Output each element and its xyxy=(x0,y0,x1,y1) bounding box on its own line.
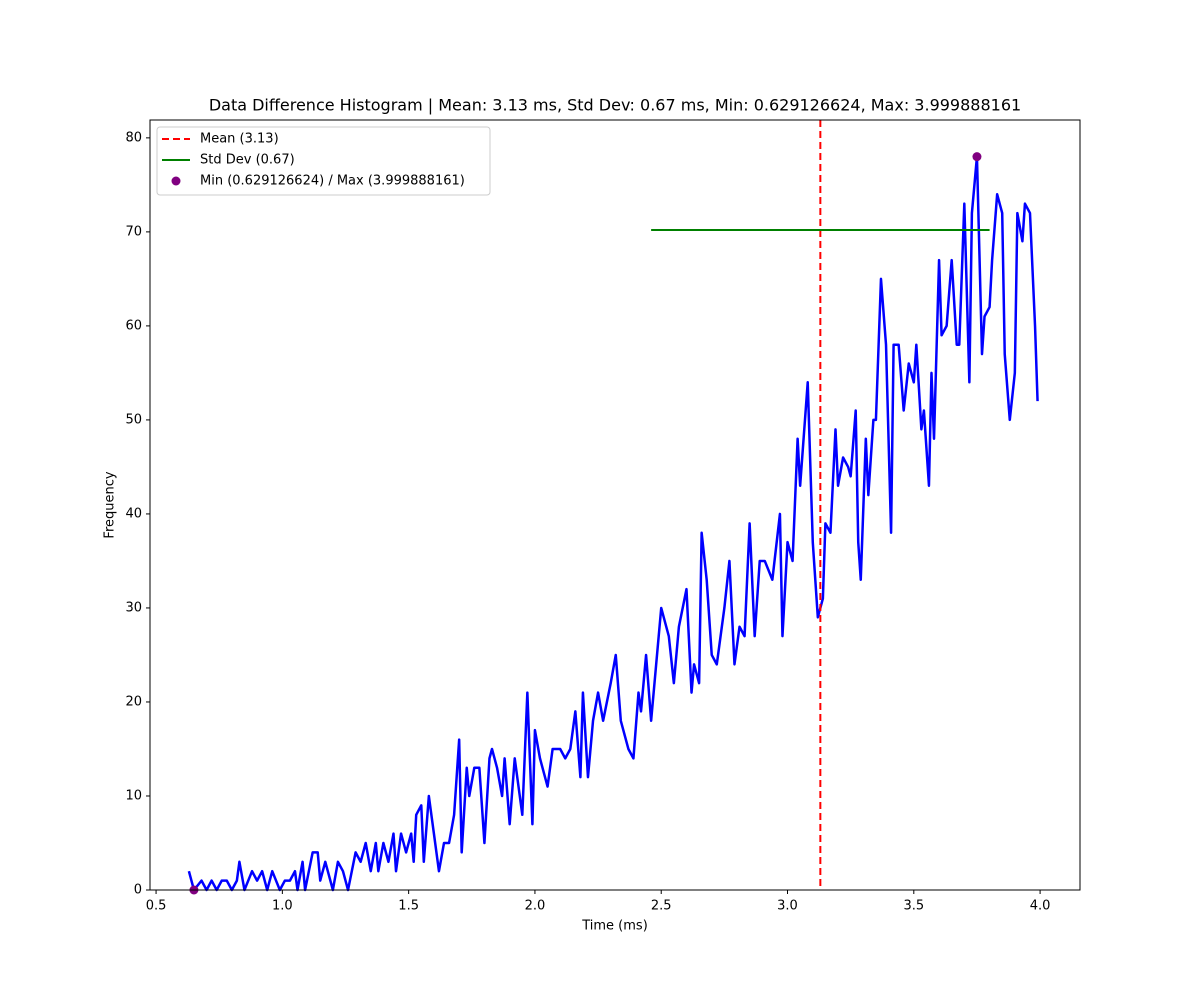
y-tick-label: 20 xyxy=(125,694,142,709)
legend-label: Std Dev (0.67) xyxy=(200,153,295,168)
y-tick-label: 40 xyxy=(125,506,142,521)
x-tick-label: 4.0 xyxy=(1030,899,1051,914)
legend-box xyxy=(156,126,491,196)
x-tick-label: 3.5 xyxy=(903,899,924,914)
legend: Mean (3.13) Std Dev (0.67) Min (0.62912662… xyxy=(156,126,491,196)
y-tick-label: 30 xyxy=(125,600,142,615)
x-tick-label: 1.0 xyxy=(272,899,293,914)
y-tick-label: 60 xyxy=(125,318,142,333)
x-tick-label: 1.5 xyxy=(398,899,419,914)
x-tick-label: 2.5 xyxy=(651,899,672,914)
plot-frame xyxy=(149,119,1081,891)
legend-marker xyxy=(171,176,181,186)
extreme-point xyxy=(972,152,982,162)
legend-label: Min (0.629126624) / Max (3.999888161) xyxy=(200,174,465,189)
y-tick-label: 0 xyxy=(134,883,142,898)
x-tick-label: 2.0 xyxy=(525,899,546,914)
y-axis-label: Frequency xyxy=(103,471,118,538)
data-line xyxy=(187,155,1039,892)
x-axis-label: Time (ms) xyxy=(581,919,648,934)
x-tick-label: 0.5 xyxy=(146,899,167,914)
legend-label: Mean (3.13) xyxy=(200,132,279,147)
x-tick-label: 3.0 xyxy=(777,899,798,914)
chart-title: Data Difference Histogram | Mean: 3.13 m… xyxy=(209,96,1021,115)
y-tick-label: 50 xyxy=(125,412,142,427)
y-tick-label: 10 xyxy=(125,788,142,803)
y-tick-label: 70 xyxy=(125,224,142,239)
y-tick-label: 80 xyxy=(125,130,142,145)
